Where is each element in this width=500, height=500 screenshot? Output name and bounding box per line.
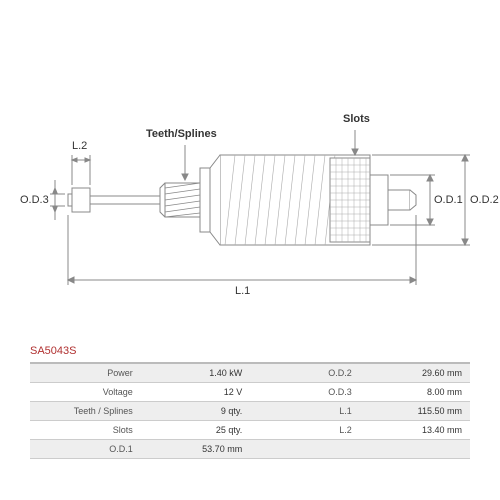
- od3-spec-value: 8.00 mm: [360, 383, 470, 402]
- table-row: O.D.1 53.70 mm: [30, 440, 470, 459]
- table-row: Voltage 12 V O.D.3 8.00 mm: [30, 383, 470, 402]
- od3-label: O.D.3: [20, 194, 49, 206]
- power-value: 1.40 kW: [141, 363, 250, 383]
- table-row: Slots 25 qty. L.2 13.40 mm: [30, 421, 470, 440]
- od2-spec-label: O.D.2: [250, 363, 360, 383]
- l1-spec-label: L.1: [250, 402, 360, 421]
- table-row: Power 1.40 kW O.D.2 29.60 mm: [30, 363, 470, 383]
- teeth-value: 9 qty.: [141, 402, 250, 421]
- od2-spec-value: 29.60 mm: [360, 363, 470, 383]
- voltage-value: 12 V: [141, 383, 250, 402]
- l1-spec-value: 115.50 mm: [360, 402, 470, 421]
- od2-label: O.D.2: [470, 194, 499, 206]
- l2-spec-value: 13.40 mm: [360, 421, 470, 440]
- spec-table: Power 1.40 kW O.D.2 29.60 mm Voltage 12 …: [30, 362, 470, 459]
- slots-spec-label: Slots: [30, 421, 141, 440]
- l2-spec-label: L.2: [250, 421, 360, 440]
- od1-label: O.D.1: [434, 194, 463, 206]
- teeth-label: Teeth / Splines: [30, 402, 141, 421]
- part-number: SA5043S: [30, 345, 76, 357]
- power-label: Power: [30, 363, 141, 383]
- voltage-label: Voltage: [30, 383, 141, 402]
- od3-spec-label: O.D.3: [250, 383, 360, 402]
- teeth-splines-label: Teeth/Splines: [146, 128, 217, 140]
- slots-spec-value: 25 qty.: [141, 421, 250, 440]
- table-row: Teeth / Splines 9 qty. L.1 115.50 mm: [30, 402, 470, 421]
- technical-diagram: Teeth/Splines Slots L.2 O.D.3 L.1 O.D.1 …: [0, 0, 500, 340]
- od1-spec-value: 53.70 mm: [141, 440, 250, 459]
- od1-spec-label: O.D.1: [30, 440, 141, 459]
- l2-label: L.2: [72, 140, 87, 152]
- slots-label: Slots: [343, 113, 370, 125]
- l1-label: L.1: [235, 285, 250, 297]
